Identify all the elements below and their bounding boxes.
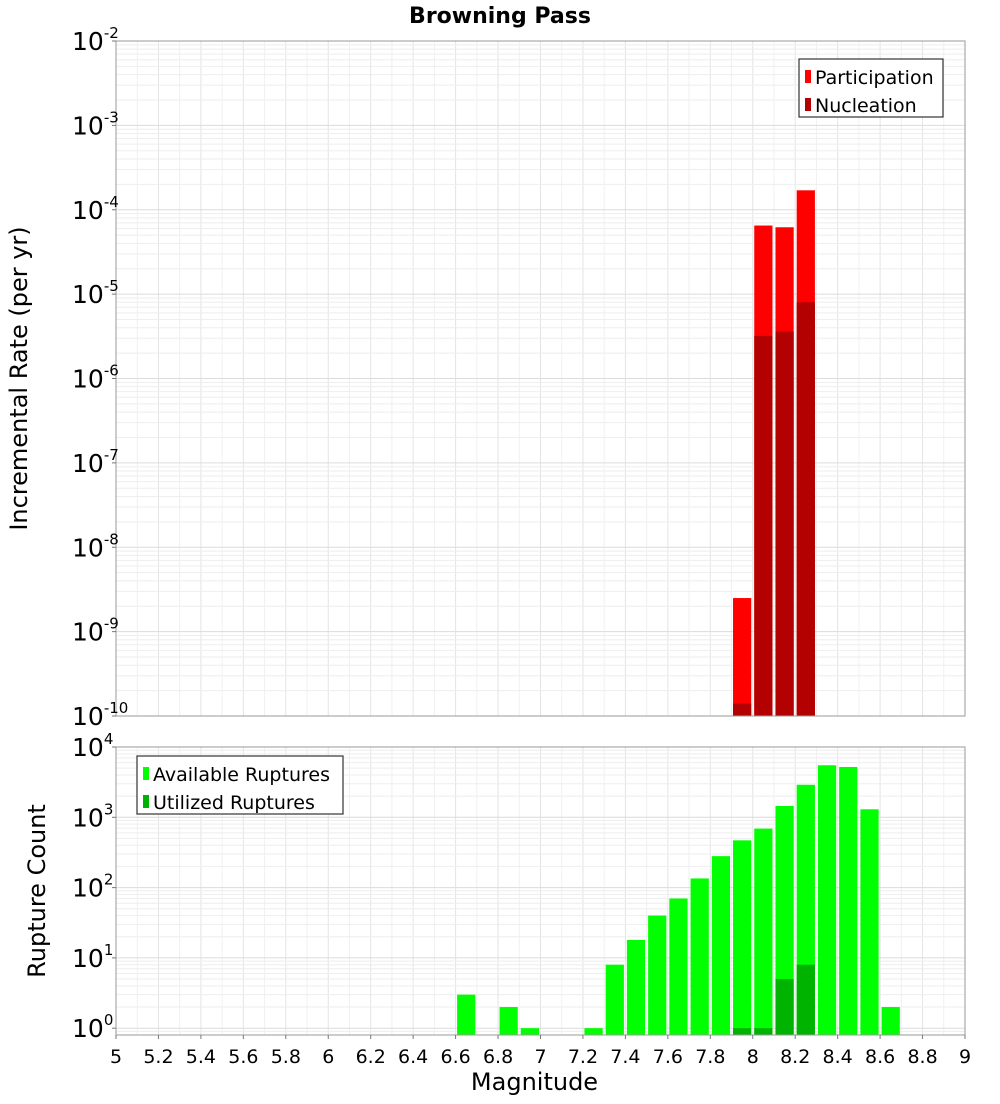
rate-chart-y-tick-label: 10-5 — [72, 277, 119, 309]
count-chart-legend-swatch — [143, 767, 149, 780]
count-chart-bar — [584, 1028, 603, 1035]
count-chart-y-tick-label: 104 — [72, 730, 113, 762]
count-chart-x-tick-label: 8.2 — [780, 1046, 810, 1068]
count-chart-x-tick-label: 9 — [959, 1046, 971, 1068]
count-chart-x-tick-label: 6.2 — [356, 1046, 386, 1068]
count-chart-bar — [520, 1028, 539, 1035]
count-chart-legend-label: Utilized Ruptures — [153, 792, 315, 814]
count-chart-x-tick-label: 7.2 — [568, 1046, 598, 1068]
rate-chart-y-axis-label: Incremental Rate (per yr) — [5, 226, 33, 530]
rate-chart-legend-label: Participation — [815, 67, 934, 89]
count-chart-x-tick-label: 6.6 — [440, 1046, 470, 1068]
count-chart-y-tick-label: 100 — [72, 1011, 113, 1043]
count-chart-legend-label: Available Ruptures — [153, 764, 330, 786]
count-chart-bar — [499, 1007, 518, 1035]
count-chart-y-tick-label: 102 — [72, 871, 113, 903]
rate-chart-legend-label: Nucleation — [815, 95, 917, 117]
count-chart-bar — [754, 828, 773, 1035]
count-chart-series-2 — [733, 964, 815, 1035]
count-chart-bar — [626, 939, 646, 1035]
count-chart-legend: Available Ruptures Utilized Ruptures — [136, 755, 344, 815]
rate-chart-grid — [115, 40, 966, 717]
rate-chart-bar — [754, 335, 773, 716]
rate-chart-legend-swatch — [805, 70, 811, 83]
count-chart-x-tick-label: 5.6 — [228, 1046, 258, 1068]
count-chart-bar — [457, 994, 476, 1035]
count-chart-bar — [711, 856, 731, 1035]
count-chart-x-tick-label: 5.4 — [186, 1046, 216, 1068]
count-chart-y-axis-label: Rupture Count — [23, 804, 51, 978]
rate-chart-y-ticks: 10-10 10-9 10-8 10-7 10-6 10-5 10-4 10-3 10-2 — [72, 24, 128, 731]
count-chart-x-ticks: 5 5.2 5.4 5.6 5.8 6 6.2 6.4 6.6 6.8 7 7.2 7.4 7.6 7.8 8… — [110, 1035, 971, 1068]
count-chart-x-tick-label: 7.4 — [610, 1046, 640, 1068]
count-chart-x-tick-label: 7.8 — [695, 1046, 725, 1068]
rate-chart-y-tick-label: 10-2 — [72, 24, 119, 56]
count-chart-x-tick-label: 7 — [534, 1046, 546, 1068]
count-chart-y-tick-label: 103 — [72, 800, 113, 832]
count-chart-x-tick-label: 8 — [747, 1046, 759, 1068]
chart-title: Browning Pass — [409, 4, 591, 29]
count-chart-x-tick-label: 5 — [110, 1046, 122, 1068]
count-chart-bar — [817, 765, 837, 1035]
rate-chart-series-2 — [733, 302, 815, 716]
count-chart-bar — [669, 898, 688, 1035]
count-chart-bar — [775, 979, 794, 1035]
count-chart-y-ticks: 100 101 102 103 104 — [72, 730, 116, 1043]
count-chart-x-tick-label: 8.8 — [907, 1046, 937, 1068]
count-chart-bar — [648, 915, 667, 1035]
count-chart-x-tick-label: 8.4 — [823, 1046, 853, 1068]
rate-chart-y-tick-label: 10-8 — [72, 530, 119, 562]
count-chart-bar — [881, 1007, 900, 1035]
count-chart-y-tick-label: 101 — [72, 941, 113, 973]
count-chart-x-tick-label: 5.8 — [271, 1046, 301, 1068]
count-chart-bar — [839, 766, 858, 1035]
rate-chart-y-tick-label: 10-7 — [72, 446, 119, 478]
rate-chart-bar — [796, 302, 815, 716]
count-chart-x-tick-label: 6.8 — [483, 1046, 513, 1068]
rate-chart-bar — [733, 598, 752, 716]
rate-chart-y-tick-label: 10-10 — [72, 699, 128, 731]
count-chart-x-tick-label: 6.4 — [398, 1046, 428, 1068]
count-chart-x-tick-label: 8.6 — [865, 1046, 895, 1068]
rate-chart-y-tick-label: 10-9 — [72, 615, 119, 647]
rate-chart-legend: Participation Nucleation — [798, 58, 944, 118]
count-chart-bar — [733, 1028, 752, 1035]
rate-chart-y-tick-label: 10-4 — [72, 193, 119, 225]
count-chart-bar — [860, 809, 879, 1035]
count-chart-x-tick-label: 5.2 — [143, 1046, 173, 1068]
count-chart-bar — [690, 878, 709, 1035]
rate-chart-bar — [775, 331, 794, 716]
rate-chart-y-tick-label: 10-3 — [72, 108, 119, 140]
count-chart-legend-swatch — [143, 795, 149, 808]
count-chart-bar — [775, 805, 794, 1035]
count-chart-x-axis-label: Magnitude — [471, 1068, 598, 1096]
count-chart-bar — [605, 964, 624, 1035]
count-chart-x-tick-label: 6 — [322, 1046, 334, 1068]
count-chart-bar — [733, 840, 752, 1035]
rate-chart-y-tick-label: 10-6 — [72, 362, 119, 394]
rate-chart-legend-swatch — [805, 98, 811, 111]
count-chart-bar — [754, 1028, 773, 1035]
count-chart-bar — [796, 964, 815, 1035]
rate-chart-bar — [733, 703, 752, 716]
count-chart-x-tick-label: 7.6 — [653, 1046, 683, 1068]
